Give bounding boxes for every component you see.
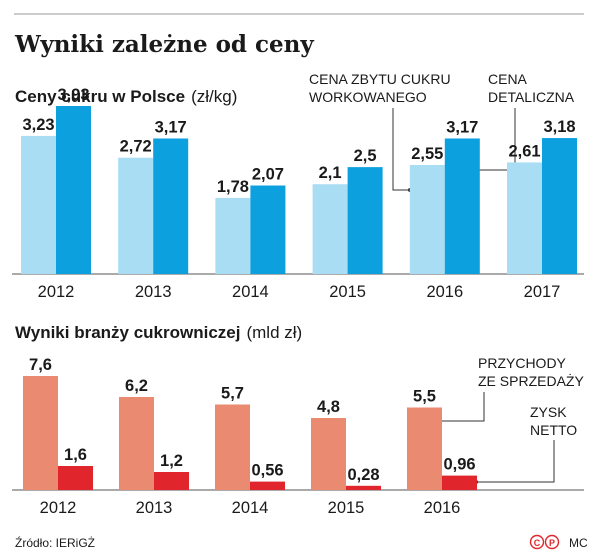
chart1-bar-a-2016 (409, 164, 445, 274)
legend-profit-line1: ZYSK (530, 404, 567, 420)
chart1-tick-2015: 2015 (329, 283, 366, 301)
chart2-bar-a-2012 (23, 376, 58, 490)
chart1-value-a-2012: 3,23 (22, 116, 54, 134)
chart1-value-b-2015: 2,5 (354, 147, 377, 165)
chart2-bar-b-2013 (154, 472, 189, 490)
chart2-value-b-2016: 0,96 (443, 456, 475, 474)
chart2-value-a-2015: 4,8 (317, 398, 340, 416)
chart1-tick-2013: 2013 (135, 283, 172, 301)
chart2-heading: Wyniki branży cukrowniczej (mld zł) (15, 323, 302, 342)
chart2-value-b-2013: 1,2 (160, 452, 183, 470)
infographic-title: Wyniki zależne od ceny (14, 31, 314, 58)
chart1-bar-b-2013 (153, 138, 189, 274)
chart1-heading: Ceny cukru w Polsce (zł/kg) (15, 87, 237, 106)
chart2-tick-2013: 2013 (136, 499, 173, 517)
chart1-value-b-2017: 3,18 (543, 118, 575, 136)
chart1-value-b-2012: 3,93 (57, 86, 89, 104)
chart2-value-a-2013: 6,2 (125, 377, 148, 395)
chart1-value-a-2017: 2,61 (508, 142, 540, 160)
chart2-value-a-2014: 5,7 (221, 385, 244, 403)
chart1-bar-b-2012 (56, 105, 91, 275)
chart1-value-a-2013: 2,72 (120, 138, 152, 156)
chart1-bar-a-2012 (21, 135, 56, 274)
source-note: Źródło: IERiGŻ (15, 535, 95, 550)
legend-revenue-leader (435, 392, 485, 422)
legend-retail-line2: DETALICZNA (488, 89, 575, 105)
chart2-bar-b-2012 (58, 466, 93, 490)
author-initials: MC (569, 536, 588, 550)
legend-revenue-line1: PRZYCHODY (478, 355, 567, 371)
chart2-bar-a-2016 (407, 407, 442, 490)
chart2-bar-b-2015 (346, 485, 381, 490)
copyright-icon (529, 534, 545, 550)
chart2-bar-b-2016 (442, 475, 477, 490)
chart2-plot: 7,6 1,6 2012 6,2 1,2 2013 5,7 0,56 2014 4,8 0,28 20… (12, 356, 584, 517)
chart1-value-a-2014: 1,78 (217, 178, 249, 196)
legend-retail-line1: CENA (488, 71, 528, 87)
chart2-bar-a-2014 (215, 404, 250, 490)
chart2-tick-2015: 2015 (328, 499, 365, 517)
chart2-value-b-2015: 0,28 (347, 466, 379, 484)
legend-profit-line2: NETTO (530, 422, 577, 438)
chart1-bar-a-2014 (215, 197, 251, 274)
chart1-tick-2014: 2014 (232, 283, 269, 301)
chart2-value-a-2012: 7,6 (29, 356, 52, 374)
legend-retail-leader (477, 108, 516, 171)
legend-revenue-line2: ZE SPRZEDAŻY (478, 372, 584, 389)
chart1-value-a-2015: 2,1 (319, 164, 342, 182)
chart2-unit: (mld zł) (246, 323, 302, 342)
chart1-bar-b-2016 (444, 138, 480, 274)
chart1-plot: 3,233,9320122,723,1720131,782,0720142,12… (12, 86, 584, 301)
chart2-tick-2014: 2014 (232, 499, 269, 517)
chart1-tick-2012: 2012 (38, 283, 75, 301)
chart1-bar-b-2015 (347, 167, 383, 274)
chart1-bar-a-2015 (312, 184, 348, 274)
copyright-icon-letter: C (534, 538, 541, 548)
chart2-value-b-2014: 0,56 (251, 462, 283, 480)
chart1-value-b-2014: 2,07 (252, 166, 284, 184)
chart1-value-a-2016: 2,55 (411, 145, 443, 163)
chart2-tick-2012: 2012 (40, 499, 77, 517)
legend-wholesale-line2: WORKOWANEGO (309, 89, 427, 105)
chart1-tick-2016: 2016 (426, 283, 463, 301)
chart1-bar-a-2017 (507, 162, 542, 274)
legend-wholesale-leader (392, 108, 410, 191)
chart1-unit: (zł/kg) (191, 87, 237, 106)
chart1-bar-b-2014 (250, 185, 286, 274)
chart2-value-b-2012: 1,6 (64, 446, 87, 464)
chart1-value-b-2016: 3,17 (446, 118, 478, 136)
chart1-tick-2017: 2017 (524, 283, 561, 301)
chart2-title: Wyniki branży cukrowniczej (15, 323, 240, 342)
chart2-value-a-2016: 5,5 (413, 388, 436, 406)
legend-profit-leader (476, 440, 555, 483)
phonogram-icon (544, 534, 560, 550)
chart2-bar-a-2015 (311, 418, 346, 490)
chart2-bar-b-2014 (250, 481, 285, 490)
chart1-bar-a-2013 (118, 157, 154, 274)
chart2-tick-2016: 2016 (424, 499, 461, 517)
phonogram-icon-letter: P (549, 538, 555, 548)
chart1-bar-b-2017 (542, 138, 577, 274)
chart1-title: Ceny cukru w Polsce (15, 87, 185, 106)
legend-wholesale-line1: CENA ZBYTU CUKRU (309, 71, 451, 87)
chart2-bar-a-2013 (119, 397, 154, 490)
chart1-value-b-2013: 3,17 (155, 118, 187, 136)
